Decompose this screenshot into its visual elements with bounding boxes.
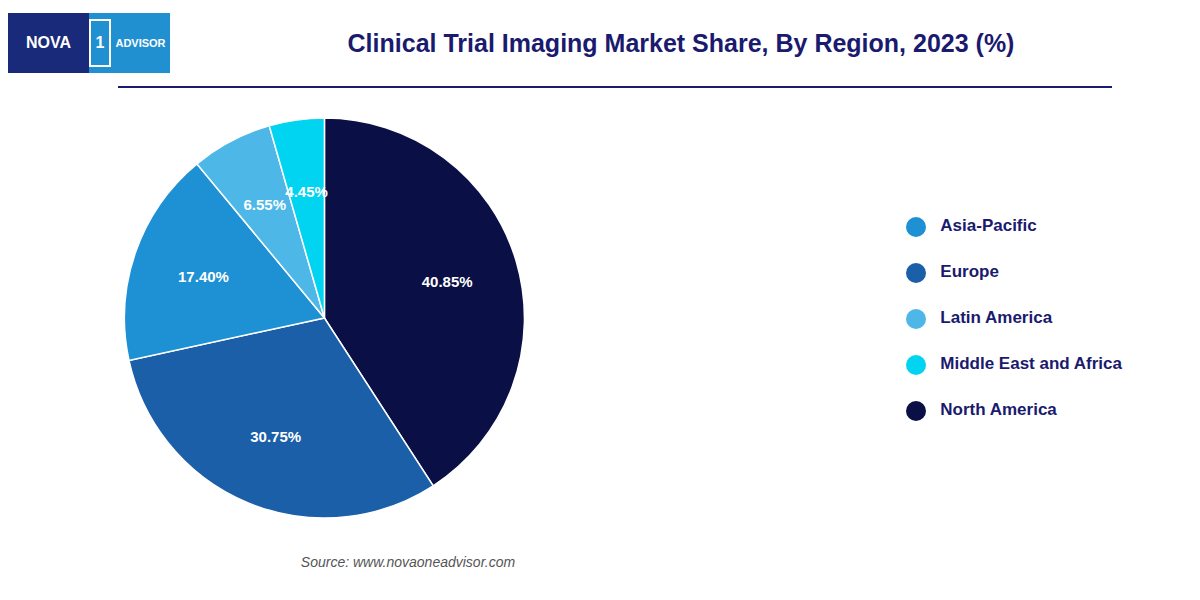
html-text:North America: North America: [940, 400, 1057, 419]
svg-text:17.40%: 17.40%: [178, 268, 229, 285]
html-text:Clinical Trial Imaging Market: Clinical Trial Imaging Market Share, By …: [347, 28, 1015, 57]
html-text:ADVISOR: ADVISOR: [115, 37, 166, 49]
html-text:Source: www.novaoneadvisor.com: Source: www.novaoneadvisor.com: [300, 554, 516, 570]
svg-text:30.75%: 30.75%: [250, 428, 301, 445]
html-text:NOVA: NOVA: [26, 34, 71, 51]
html-text:1: 1: [95, 34, 105, 51]
html-text:Middle East and Africa: Middle East and Africa: [940, 354, 1122, 373]
svg-text:6.55%: 6.55%: [243, 196, 286, 213]
svg-text:4.45%: 4.45%: [285, 183, 328, 200]
html-text:Latin America: Latin America: [940, 308, 1053, 327]
html-text:Europe: Europe: [940, 262, 999, 281]
html-text:Asia-Pacific: Asia-Pacific: [940, 216, 1037, 235]
svg-text:40.85%: 40.85%: [422, 273, 473, 290]
